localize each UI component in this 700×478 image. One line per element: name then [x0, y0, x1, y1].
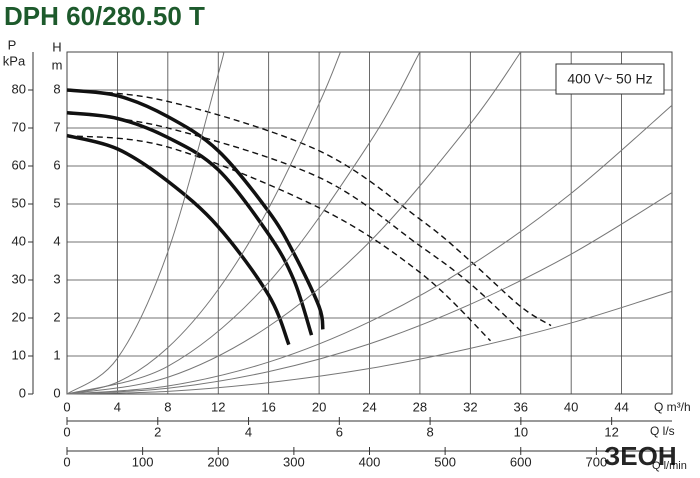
x3-tick-label: 300 — [283, 454, 305, 469]
x2-tick-label: 8 — [426, 424, 433, 439]
y-tick-label: 5 — [53, 195, 60, 210]
curve-dashed — [66, 134, 491, 342]
curve-solid — [66, 88, 325, 330]
y2-tick-label: 60 — [12, 157, 26, 172]
x3-tick-label: 600 — [510, 454, 532, 469]
watermark: ЗЕОН — [604, 441, 677, 471]
y-label: H — [52, 39, 61, 54]
x3-label: Q l/min — [652, 460, 687, 472]
curve-thin — [66, 290, 673, 395]
y-tick-label: 2 — [53, 309, 60, 324]
curve-thin — [66, 51, 421, 395]
x-tick-label: 8 — [164, 399, 171, 414]
y-tick-label: 6 — [53, 157, 60, 172]
y-tick-label: 3 — [53, 271, 60, 286]
x2-tick-label: 2 — [154, 424, 161, 439]
x-label: Q m³/h — [654, 400, 691, 414]
x2-tick-label: 12 — [604, 424, 618, 439]
x-tick-label: 44 — [614, 399, 628, 414]
x2-tick-label: 4 — [245, 424, 252, 439]
x3-tick-label: 500 — [434, 454, 456, 469]
y2-tick-label: 20 — [12, 309, 26, 324]
y2-tick-label: 30 — [12, 271, 26, 286]
x2-tick-label: 0 — [63, 424, 70, 439]
y2-tick-label: 0 — [19, 385, 26, 400]
curve-dashed — [66, 89, 552, 327]
x3-tick-label: 200 — [207, 454, 229, 469]
y-tick-label: 4 — [53, 233, 60, 248]
y-tick-label: 8 — [53, 81, 60, 96]
y2-tick-label: 10 — [12, 347, 26, 362]
curve-solid — [66, 111, 314, 336]
curve-thin — [66, 51, 522, 395]
annotation: 400 V~ 50 Hz — [567, 71, 652, 87]
y2-tick-label: 50 — [12, 195, 26, 210]
x-tick-label: 12 — [211, 399, 225, 414]
y2-unit: kPa — [3, 53, 26, 68]
y-tick-label: 0 — [53, 385, 60, 400]
x-tick-label: 40 — [564, 399, 578, 414]
y2-tick-label: 70 — [12, 119, 26, 134]
x3-tick-label: 700 — [586, 454, 608, 469]
x-tick-label: 28 — [413, 399, 427, 414]
x-tick-label: 0 — [63, 399, 70, 414]
x2-tick-label: 6 — [336, 424, 343, 439]
x3-tick-label: 400 — [359, 454, 381, 469]
x-tick-label: 32 — [463, 399, 477, 414]
curve-thin — [66, 51, 341, 395]
x-tick-label: 20 — [312, 399, 326, 414]
y2-tick-label: 40 — [12, 233, 26, 248]
y-unit: m — [52, 57, 63, 72]
curve-thin — [66, 104, 673, 395]
x-tick-label: 16 — [261, 399, 275, 414]
x3-tick-label: 100 — [132, 454, 154, 469]
curve-thin — [66, 51, 225, 395]
chart-title: DPH 60/280.50 T — [4, 1, 205, 31]
x3-tick-label: 0 — [63, 454, 70, 469]
y2-label: P — [8, 37, 17, 52]
curve-solid — [66, 133, 291, 346]
annotation-box — [555, 63, 665, 95]
y2-tick-label: 80 — [12, 81, 26, 96]
x-tick-label: 4 — [114, 399, 121, 414]
curve-dashed — [66, 112, 524, 334]
x2-label: Q l/s — [650, 424, 675, 438]
x-tick-label: 24 — [362, 399, 376, 414]
x-tick-label: 36 — [514, 399, 528, 414]
y-tick-label: 7 — [53, 119, 60, 134]
curve-thin — [66, 192, 673, 395]
y-tick-label: 1 — [53, 347, 60, 362]
x2-tick-label: 10 — [514, 424, 528, 439]
